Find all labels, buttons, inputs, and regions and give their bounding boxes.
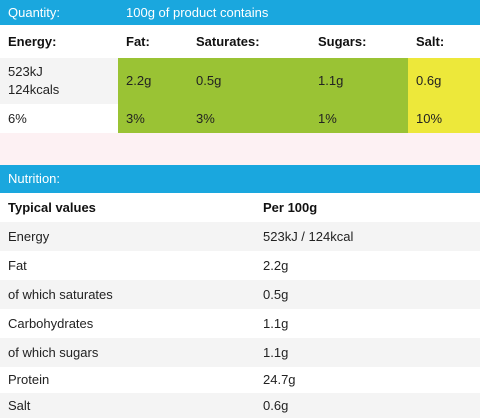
nutrient-value: 0.5g	[263, 286, 289, 302]
nutrient-value: 1.1g	[263, 315, 289, 331]
section-divider	[0, 133, 480, 165]
table-row: Fat 2.2g	[0, 251, 480, 280]
sugars-percent: 1%	[310, 104, 408, 133]
salt-value: 0.6g	[408, 58, 480, 104]
salt-header: Salt:	[416, 33, 445, 49]
table-row: Protein 24.7g	[0, 367, 480, 393]
quantity-bar: Quantity: 100g of product contains	[0, 0, 480, 25]
nutrient-name: Salt	[8, 397, 31, 413]
nutrient-value: 24.7g	[263, 372, 296, 387]
energy-kj-value: 523kJ	[8, 64, 43, 79]
nutrient-name: of which saturates	[8, 286, 113, 302]
per-100g-header: Per 100g	[263, 199, 318, 215]
nutrition-bar: Nutrition:	[0, 165, 480, 193]
energy-kcal-value: 124kcals	[8, 82, 60, 97]
nutrient-value: 0.6g	[263, 397, 289, 413]
nutrient-name: Energy	[8, 228, 50, 244]
nutrient-name: Fat	[8, 257, 27, 273]
nutrient-name: of which sugars	[8, 344, 99, 360]
quantity-heading: 100g of product contains	[126, 5, 269, 20]
saturates-value: 0.5g	[188, 58, 310, 104]
sugars-header: Sugars:	[318, 33, 367, 49]
fat-percent: 3%	[118, 104, 188, 133]
energy-percent: 6%	[8, 110, 27, 126]
fat-header: Fat:	[126, 33, 150, 49]
sugars-value: 1.1g	[310, 58, 408, 104]
nutrient-name: Carbohydrates	[8, 315, 94, 331]
typical-values-header: Typical values	[8, 199, 96, 215]
nutrient-value: 523kJ / 124kcal	[263, 228, 354, 244]
quantity-label: Quantity:	[8, 5, 61, 20]
nutrition-table-header: Typical values Per 100g	[0, 193, 480, 222]
nutrition-label: Nutrition:	[8, 171, 61, 186]
nutrient-value: 1.1g	[263, 344, 289, 360]
nutrient-value: 2.2g	[263, 257, 289, 273]
table-row: of which saturates 0.5g	[0, 280, 480, 309]
saturates-percent: 3%	[188, 104, 310, 133]
energy-header: Energy:	[8, 33, 57, 49]
traffic-percent-row: 6% 3% 3% 1% 10%	[0, 104, 480, 133]
salt-percent: 10%	[408, 104, 480, 133]
nutrient-name: Protein	[8, 372, 50, 387]
traffic-header-row: Energy: Fat: Saturates: Sugars: Salt:	[0, 25, 480, 58]
energy-value-cell: 523kJ 124kcals	[0, 58, 118, 104]
table-row: Salt 0.6g	[0, 393, 480, 418]
fat-value: 2.2g	[118, 58, 188, 104]
traffic-values-row: 523kJ 124kcals 2.2g 0.5g 1.1g 0.6g	[0, 58, 480, 104]
saturates-header: Saturates:	[196, 33, 260, 49]
table-row: Energy 523kJ / 124kcal	[0, 222, 480, 251]
table-row: of which sugars 1.1g	[0, 338, 480, 367]
table-row: Carbohydrates 1.1g	[0, 309, 480, 338]
